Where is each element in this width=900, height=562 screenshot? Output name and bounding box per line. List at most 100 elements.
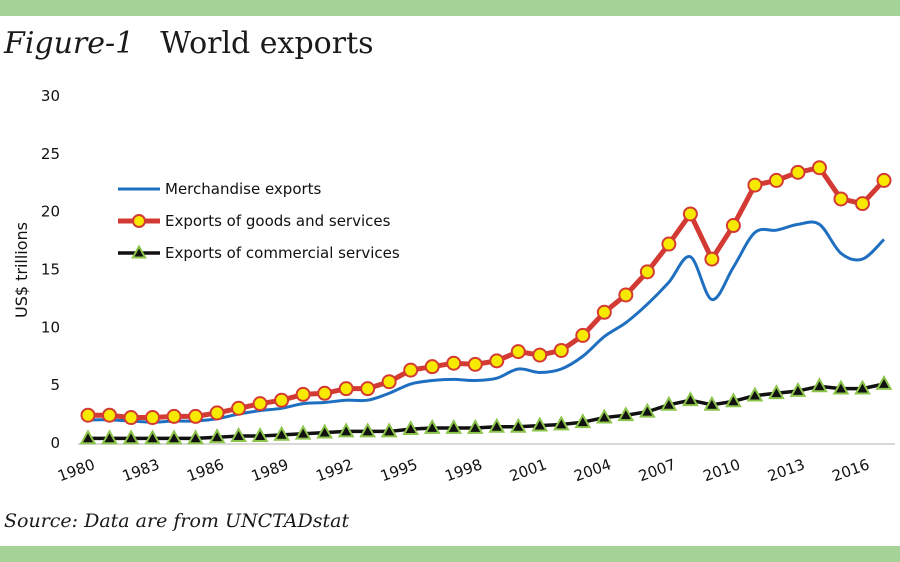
data-point-circle — [231, 400, 247, 416]
series-line — [88, 382, 885, 441]
data-point-circle — [811, 160, 827, 176]
x-tick-label: 2001 — [507, 455, 549, 485]
x-tick-label: 1986 — [184, 455, 226, 485]
data-point-triangle — [531, 416, 549, 432]
data-point-circle — [661, 236, 677, 252]
data-point-triangle — [768, 384, 785, 400]
data-point-triangle — [488, 417, 506, 433]
data-point-triangle — [337, 422, 355, 438]
y-tick-label: 5 — [50, 376, 60, 394]
data-point-circle — [790, 164, 806, 180]
data-point-circle — [145, 410, 161, 426]
data-point-triangle — [574, 413, 592, 429]
data-point-triangle — [273, 425, 290, 441]
source-note: Source: Data are from UNCTADstat — [4, 510, 350, 532]
figure-title: Figure-1 World exports — [4, 26, 374, 61]
legend: Merchandise exports Exports of goods and … — [118, 180, 400, 262]
data-point-circle — [102, 407, 118, 423]
data-point-triangle — [789, 381, 807, 397]
data-point-triangle — [294, 424, 312, 440]
data-point-circle — [553, 342, 569, 358]
data-point-circle — [274, 392, 290, 408]
data-point-triangle — [187, 429, 204, 445]
x-tick-label: 1980 — [55, 455, 97, 485]
y-axis: 0 5 10 15 20 25 30 — [41, 87, 60, 452]
legend-triangle-marker-icon — [131, 244, 147, 259]
data-point-triangle — [101, 429, 118, 445]
x-tick-label: 2010 — [701, 455, 743, 485]
data-point-triangle — [122, 429, 140, 445]
legend-item: Exports of goods and services — [118, 212, 391, 230]
series-layer — [79, 160, 893, 445]
data-point-triangle — [746, 386, 764, 402]
data-point-triangle — [682, 391, 699, 407]
data-point-triangle — [251, 427, 269, 442]
data-point-circle — [725, 218, 741, 234]
data-point-triangle — [595, 408, 613, 424]
data-point-circle — [489, 353, 505, 369]
data-point-circle — [317, 385, 333, 401]
legend-item: Merchandise exports — [118, 180, 322, 198]
y-tick-label: 10 — [41, 318, 60, 336]
data-point-circle — [295, 386, 311, 402]
data-point-triangle — [230, 427, 247, 442]
legend-label: Exports of goods and services — [165, 212, 391, 230]
data-point-triangle — [359, 422, 377, 438]
data-point-triangle — [875, 374, 893, 390]
data-point-triangle — [509, 417, 527, 433]
data-point-circle — [381, 374, 397, 390]
data-point-triangle — [144, 429, 161, 445]
series-exports-of-commercial-services — [79, 374, 893, 445]
data-point-circle — [360, 381, 376, 397]
data-point-circle — [166, 408, 182, 424]
data-point-circle — [704, 251, 720, 267]
figure-number: Figure-1 — [4, 26, 135, 61]
data-point-triangle — [165, 429, 183, 445]
data-point-circle — [252, 396, 268, 412]
x-tick-label: 2016 — [830, 455, 872, 485]
data-point-circle — [188, 408, 204, 424]
y-tick-label: 15 — [41, 261, 60, 279]
x-tick-label: 1998 — [443, 455, 485, 485]
data-point-circle — [876, 172, 892, 188]
data-point-triangle — [854, 379, 871, 395]
figure-title-text: World exports — [160, 26, 374, 61]
data-point-triangle — [832, 379, 850, 395]
data-point-triangle — [423, 418, 441, 434]
data-point-circle — [532, 347, 548, 363]
data-point-circle — [467, 356, 483, 372]
x-tick-label: 1992 — [313, 455, 355, 485]
data-point-circle — [854, 196, 870, 212]
top-band — [0, 0, 900, 16]
data-point-triangle — [380, 422, 398, 438]
data-point-triangle — [316, 423, 334, 439]
x-tick-label: 2007 — [636, 455, 678, 485]
data-point-circle — [618, 287, 634, 303]
data-point-circle — [338, 381, 354, 397]
data-point-circle — [123, 410, 139, 426]
x-tick-label: 1983 — [120, 455, 162, 485]
y-tick-label: 25 — [41, 145, 60, 163]
data-point-circle — [446, 355, 462, 371]
data-point-triangle — [552, 415, 570, 431]
data-point-circle — [510, 344, 526, 360]
data-point-circle — [747, 177, 763, 193]
x-tick-label: 1995 — [378, 455, 420, 485]
x-axis: 1980 1983 1986 1989 1992 1995 1998 2001 2004 2007… — [55, 455, 872, 485]
y-tick-label: 20 — [41, 203, 60, 221]
data-point-circle — [596, 304, 612, 320]
data-point-triangle — [402, 420, 420, 436]
data-point-triangle — [811, 377, 828, 393]
legend-label: Exports of commercial services — [165, 244, 400, 262]
series-exports-of-goods-and-services — [80, 160, 892, 426]
data-point-circle — [833, 191, 849, 207]
data-point-triangle — [208, 428, 226, 444]
data-point-triangle — [660, 395, 678, 411]
data-point-triangle — [638, 402, 656, 418]
data-point-triangle — [703, 395, 721, 411]
data-point-triangle — [445, 418, 463, 434]
x-tick-label: 1989 — [249, 455, 291, 485]
legend-item: Exports of commercial services — [118, 244, 400, 262]
x-tick-label: 2013 — [765, 455, 807, 485]
legend-label: Merchandise exports — [165, 180, 322, 198]
